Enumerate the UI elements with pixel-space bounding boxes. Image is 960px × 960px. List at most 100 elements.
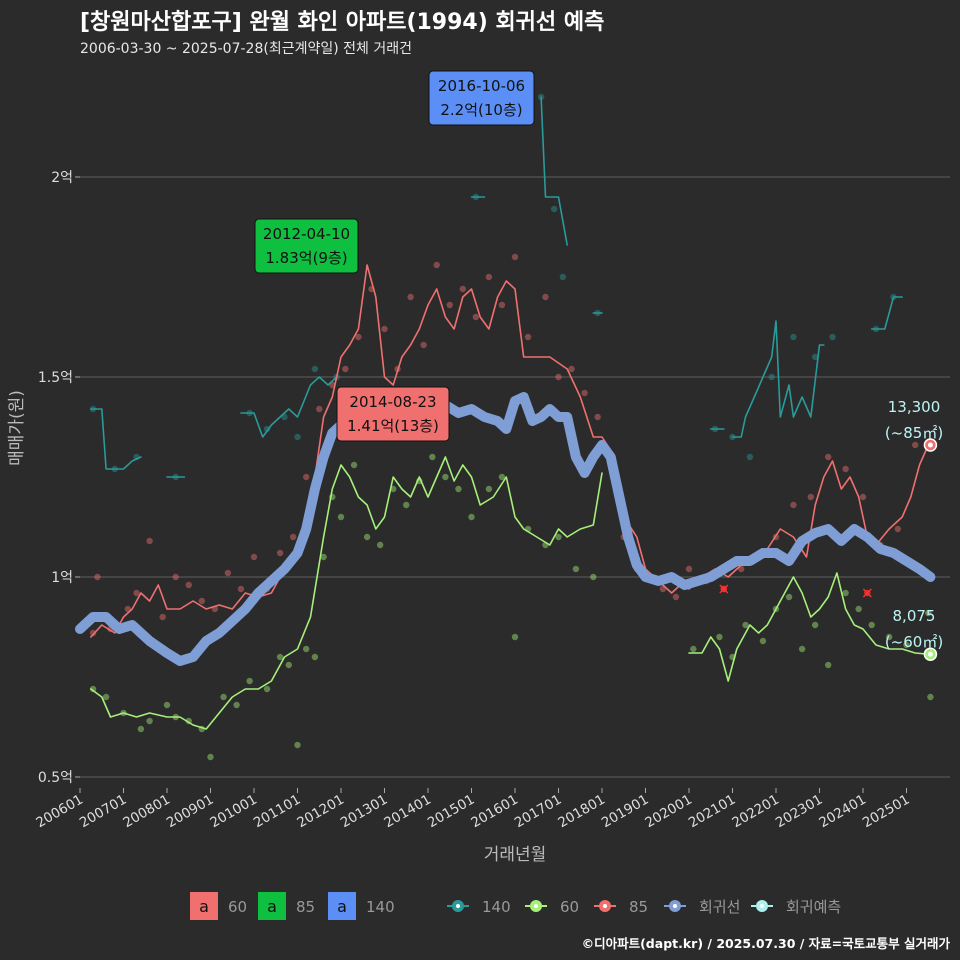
scatter-point-60 xyxy=(825,661,832,669)
annotation-box xyxy=(336,386,450,442)
scatter-point-140 xyxy=(790,333,797,341)
scatter-point-60 xyxy=(246,677,253,685)
chart-subtitle: 2006-03-30 ~ 2025-07-28(최근계약일) 전체 거래건 xyxy=(80,41,412,57)
y-axis-title: 매매가(원) xyxy=(7,390,27,466)
scatter-point-140 xyxy=(263,425,271,433)
scatter-point-60 xyxy=(303,645,310,653)
cancelled-mark xyxy=(719,584,729,594)
annotation-value: 1.41억(13층) xyxy=(347,417,439,435)
prediction-label-size: (~60㎡) xyxy=(885,633,943,651)
series-line-140 xyxy=(540,96,568,246)
scatter-point-60 xyxy=(925,609,932,617)
scatter-point-140 xyxy=(829,333,836,341)
prediction-label-value: 13,300 xyxy=(888,398,941,416)
annotation-value: 1.83억(9층) xyxy=(265,249,347,267)
legend-label: 60 xyxy=(228,898,247,916)
annotation-box xyxy=(428,70,535,126)
series-line-60 xyxy=(688,572,930,682)
scatter-point-60 xyxy=(102,693,110,701)
scatter-point-60 xyxy=(403,501,410,509)
scatter-point-140 xyxy=(294,433,301,441)
legend-label: 85 xyxy=(629,898,648,916)
scatter-point-60 xyxy=(311,653,319,661)
scatter-point-85 xyxy=(159,613,166,621)
legend-label: 60 xyxy=(560,898,579,916)
series-line-140 xyxy=(90,408,142,470)
cancelled-mark xyxy=(862,588,872,598)
prediction-point-center xyxy=(927,442,933,448)
scatter-point-85 xyxy=(276,549,284,557)
scatter-point-85 xyxy=(485,273,493,281)
scatter-point-60 xyxy=(429,453,436,461)
scatter-point-60 xyxy=(276,653,284,661)
scatter-point-140 xyxy=(559,273,567,281)
scatter-point-60 xyxy=(811,621,819,629)
scatter-point-60 xyxy=(511,633,519,641)
scatter-point-85 xyxy=(825,453,832,461)
scatter-point-85 xyxy=(198,597,205,605)
scatter-point-85 xyxy=(381,325,388,333)
scatter-point-60 xyxy=(146,717,153,725)
scatter-point-85 xyxy=(289,533,297,541)
scatter-point-60 xyxy=(498,473,506,481)
legend-label: 회귀예측 xyxy=(786,898,841,916)
legend-swatch xyxy=(328,892,356,920)
scatter-point-85 xyxy=(842,465,849,473)
scatter-point-85 xyxy=(94,573,101,581)
scatter-point-60 xyxy=(442,473,449,481)
scatter-point-60 xyxy=(927,693,934,701)
series-line-140 xyxy=(870,296,903,330)
scatter-point-60 xyxy=(320,553,327,561)
scatter-point-85 xyxy=(407,293,414,301)
scatter-point-60 xyxy=(572,565,580,573)
scatter-point-85 xyxy=(594,413,601,421)
y-tick-label: 2억 xyxy=(51,170,73,186)
scatter-point-85 xyxy=(316,405,323,413)
scatter-point-60 xyxy=(363,533,371,541)
scatter-point-140 xyxy=(746,453,754,461)
series-line-140 xyxy=(240,376,338,438)
scatter-point-60 xyxy=(233,701,240,709)
scatter-point-60 xyxy=(885,633,893,641)
scatter-point-85 xyxy=(224,569,232,577)
scatter-point-85 xyxy=(859,493,867,501)
scatter-point-85 xyxy=(912,441,919,449)
scatter-point-60 xyxy=(337,513,345,521)
scatter-point-60 xyxy=(455,485,462,493)
scatter-point-60 xyxy=(137,725,145,733)
scatter-point-60 xyxy=(220,693,227,701)
scatter-point-60 xyxy=(798,645,806,653)
annotation-label: 2012-04-10 1.83억(9층) xyxy=(254,218,359,274)
scatter-point-60 xyxy=(485,485,493,493)
scatter-point-60 xyxy=(716,633,723,641)
scatter-point-85 xyxy=(133,589,140,597)
scatter-point-140 xyxy=(811,353,819,361)
scatter-point-60 xyxy=(89,685,97,693)
scatter-point-60 xyxy=(350,461,358,469)
legend-marker-center xyxy=(456,904,460,908)
annotation-value: 2.2억(10층) xyxy=(440,101,522,119)
scatter-point-85 xyxy=(472,313,480,321)
scatter-point-85 xyxy=(146,537,153,545)
series-line-60 xyxy=(90,456,603,730)
scatter-point-85 xyxy=(237,585,245,593)
legend-label: 회귀선 xyxy=(699,898,740,916)
scatter-point-85 xyxy=(581,389,588,397)
annotation-date: 2014-08-23 xyxy=(349,393,436,411)
x-axis-title: 거래년월 xyxy=(484,845,547,865)
scatter-point-85 xyxy=(355,333,362,341)
chart-caption: ©디아파트(dapt.kr) / 2025.07.30 / 자료=국토교통부 실… xyxy=(581,936,950,951)
legend-swatch-letter: a xyxy=(199,897,209,916)
scatter-point-85 xyxy=(250,553,258,561)
scatter-point-85 xyxy=(342,365,349,373)
scatter-point-140 xyxy=(311,365,319,373)
legend-marker-center xyxy=(603,904,607,908)
scatter-point-85 xyxy=(511,253,519,261)
prediction-label-value: 8,075 xyxy=(893,607,936,625)
scatter-point-140 xyxy=(550,205,558,213)
scatter-point-85 xyxy=(89,629,97,637)
annotation-date: 2016-10-06 xyxy=(438,77,525,95)
scatter-point-85 xyxy=(185,581,192,589)
scatter-point-60 xyxy=(855,605,862,613)
